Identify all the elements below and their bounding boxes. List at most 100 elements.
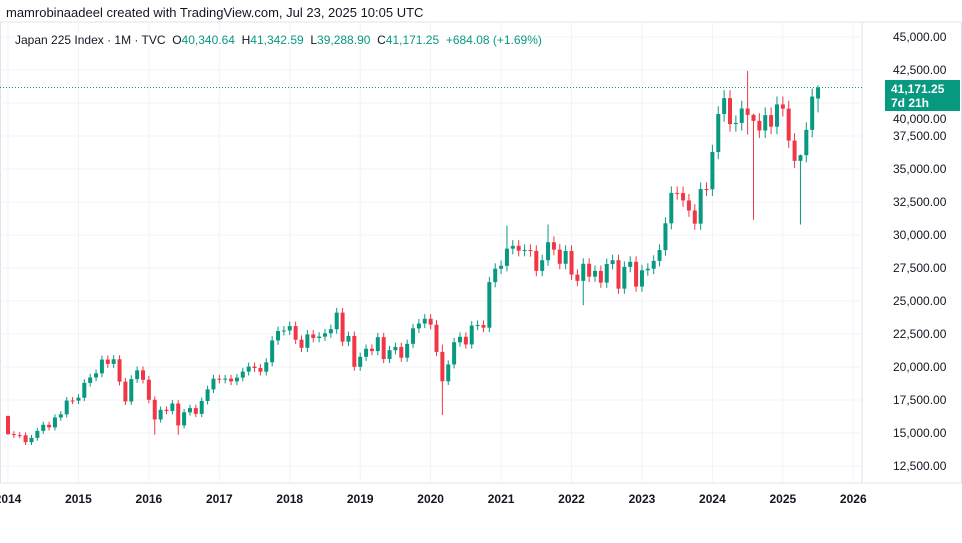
candle-body	[581, 263, 586, 281]
x-tick-label: 2019	[347, 492, 374, 506]
candle-body	[546, 242, 551, 261]
candle-body	[234, 377, 239, 382]
x-tick-label: 2015	[65, 492, 92, 506]
high-label: H	[241, 33, 251, 47]
change-value: +684.08 (+1.69%)	[445, 33, 542, 47]
candle-body	[305, 334, 310, 348]
candle-body	[651, 260, 656, 269]
candle-body	[698, 188, 703, 224]
last-price-label: 41,171.25 7d 21h	[885, 80, 960, 111]
candle-body	[593, 270, 597, 277]
x-tick-label: 2025	[769, 492, 796, 506]
candle-body	[88, 377, 93, 383]
y-tick-label: 12,500.00	[893, 459, 947, 473]
candle-body	[123, 381, 128, 402]
x-tick-label: 2021	[488, 492, 515, 506]
y-tick-label: 20,000.00	[893, 360, 947, 374]
candle-body	[135, 370, 140, 380]
y-tick-label: 17,500.00	[893, 393, 947, 407]
candle-body	[193, 408, 198, 414]
y-tick-label: 22,500.00	[893, 327, 947, 341]
candle-body	[311, 334, 316, 338]
candle-body	[657, 250, 662, 261]
candle-body	[587, 263, 592, 277]
x-tick-label: 2024	[699, 492, 726, 506]
candle-body	[434, 324, 439, 352]
candle-body	[217, 378, 222, 380]
candle-body	[769, 115, 774, 127]
candle-body	[170, 403, 175, 412]
candle-body	[610, 260, 615, 265]
candle-body	[463, 336, 468, 345]
candle-body	[452, 342, 457, 365]
candle-body	[551, 242, 556, 250]
y-tick-label: 32,500.00	[893, 195, 947, 209]
candle-body	[575, 274, 580, 281]
candle-body	[469, 325, 474, 345]
candle-body	[534, 250, 539, 271]
candle-body	[299, 339, 304, 348]
candle-body	[281, 330, 286, 332]
candle-body	[352, 335, 357, 367]
close-value: 41,171.25	[385, 33, 440, 47]
candle-body	[199, 400, 204, 414]
candle-body	[164, 409, 169, 412]
y-tick-label: 40,000.00	[893, 112, 947, 126]
candle-body	[399, 346, 404, 358]
x-tick-label: 2023	[629, 492, 656, 506]
candle-body	[622, 266, 627, 289]
candle-body	[146, 379, 151, 400]
y-tick-label: 45,000.00	[893, 30, 947, 44]
candle-body	[141, 370, 146, 380]
candle-body	[757, 120, 762, 131]
candle-body	[669, 192, 674, 224]
candle-body	[105, 359, 110, 364]
candle-body	[692, 210, 697, 224]
candle-body	[369, 348, 374, 352]
candle-body	[182, 412, 187, 426]
candle-body	[686, 200, 691, 211]
candle-body	[393, 346, 398, 351]
candle-body	[780, 104, 785, 109]
candle-body	[475, 324, 480, 326]
candle-body	[422, 318, 427, 324]
y-tick-label: 37,500.00	[893, 129, 947, 143]
candle-body	[616, 260, 621, 289]
candle-body	[645, 268, 650, 271]
candle-body	[229, 378, 234, 382]
candle-body	[252, 366, 257, 368]
candle-body	[176, 403, 181, 426]
candle-body	[440, 351, 445, 382]
candle-body	[481, 324, 486, 328]
candle-body	[6, 415, 10, 435]
open-label: O	[172, 33, 182, 47]
candle-body	[358, 356, 363, 367]
candle-body	[663, 223, 668, 251]
candle-body	[99, 359, 104, 374]
candle-body	[739, 108, 744, 123]
candle-body	[375, 337, 380, 352]
candle-body	[41, 424, 46, 431]
candle-body	[504, 248, 509, 266]
candle-body	[387, 350, 392, 360]
candle-body	[205, 389, 210, 401]
symbol-name[interactable]: Japan 225 Index · 1M · TVC	[15, 33, 166, 47]
candle-body	[264, 362, 269, 372]
close-label: C	[377, 33, 386, 47]
candle-body	[728, 98, 733, 125]
candle-body	[716, 114, 721, 153]
candle-body	[293, 326, 298, 340]
candle-body	[334, 312, 339, 330]
candle-body	[745, 108, 750, 115]
candle-body	[810, 96, 815, 130]
candle-body	[411, 328, 416, 344]
low-label: L	[310, 33, 318, 47]
y-tick-label: 42,500.00	[893, 63, 947, 77]
candle-body	[416, 323, 421, 329]
candle-body	[763, 115, 768, 131]
candle-body	[510, 245, 515, 249]
candle-body	[569, 250, 574, 275]
candle-body	[786, 108, 791, 141]
x-tick-label: 2017	[206, 492, 233, 506]
